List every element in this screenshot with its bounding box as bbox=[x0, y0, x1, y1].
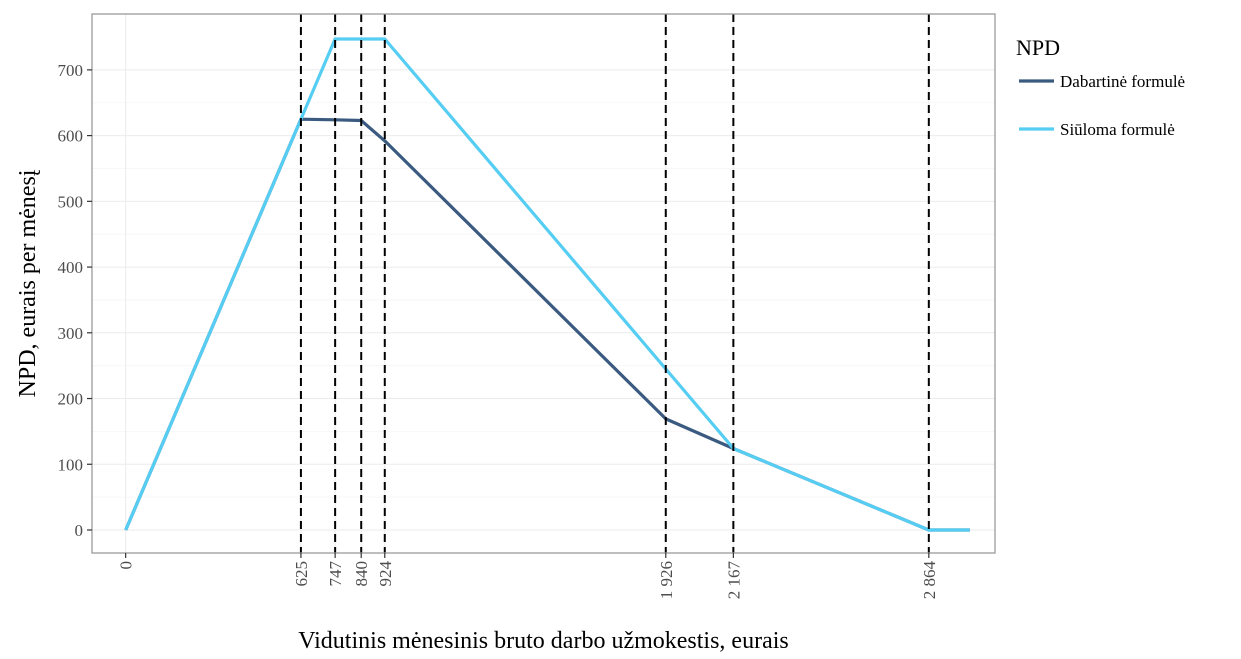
reference-lines bbox=[299, 14, 930, 553]
x-tick-label: 2 167 bbox=[724, 561, 743, 600]
legend: NPD Dabartinė formulė Siūloma formulė bbox=[1016, 35, 1185, 139]
y-tick-label: 400 bbox=[58, 258, 84, 277]
legend-items: Dabartinė formulė Siūloma formulė bbox=[1019, 72, 1185, 139]
series-line-2 bbox=[124, 37, 970, 532]
x-tick-label: 2 864 bbox=[920, 561, 939, 600]
y-tick-label: 200 bbox=[58, 390, 84, 409]
plot-panel-border bbox=[91, 13, 996, 554]
grid bbox=[92, 14, 995, 553]
y-tick-label: 0 bbox=[75, 521, 84, 540]
x-tick-label: 1 926 bbox=[657, 561, 676, 599]
y-tick-label: 500 bbox=[58, 192, 84, 211]
series-lines bbox=[124, 37, 970, 532]
legend-title: NPD bbox=[1016, 35, 1060, 60]
y-tick-label: 100 bbox=[58, 455, 84, 474]
x-tick-label: 924 bbox=[376, 561, 395, 587]
y-axis-title: NPD, eurais per mėnesį bbox=[15, 169, 41, 397]
y-tick-label: 600 bbox=[58, 127, 84, 146]
series-line-1 bbox=[124, 117, 970, 532]
x-tick-label: 0 bbox=[117, 561, 136, 570]
y-tick-label: 700 bbox=[58, 61, 84, 80]
x-tick-label: 840 bbox=[352, 561, 371, 587]
legend-label-2: Siūloma formulė bbox=[1060, 120, 1175, 139]
x-axis-title: Vidutinis mėnesinis bruto darbo užmokest… bbox=[298, 628, 789, 654]
legend-label-1: Dabartinė formulė bbox=[1060, 72, 1185, 91]
y-tick-label: 300 bbox=[58, 324, 84, 343]
x-tick-label: 747 bbox=[326, 561, 345, 587]
axis-ticks: 0 100 200 300 400 500 600 700 0 625 747 840 924 1 926… bbox=[58, 61, 939, 599]
x-tick-label: 625 bbox=[292, 561, 311, 587]
